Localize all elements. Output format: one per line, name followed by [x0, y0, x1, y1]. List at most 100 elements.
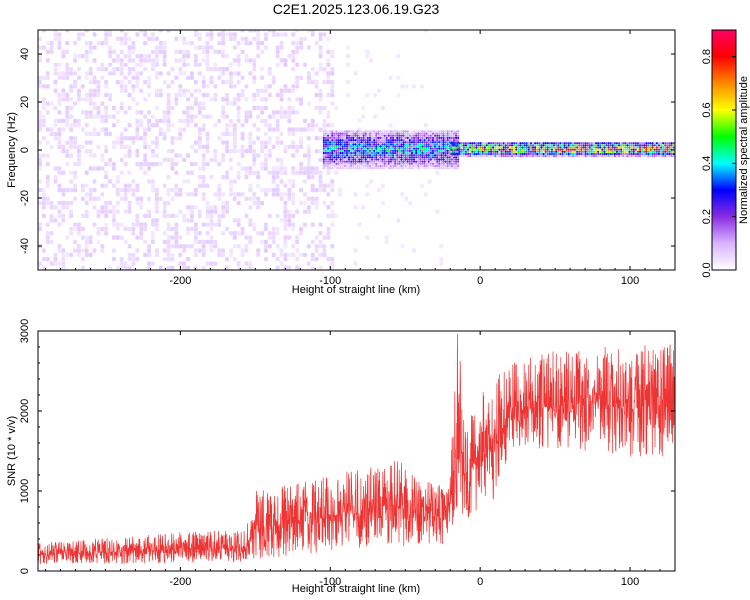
- spectrogram-cell: [49, 231, 54, 236]
- spectrogram-cell: [166, 192, 171, 197]
- snr-y-label: SNR (10 * v/v): [6, 416, 18, 486]
- spectrogram-cell: [383, 151, 386, 155]
- spectrogram-cell: [481, 152, 484, 156]
- spectrogram-cell: [460, 146, 463, 149]
- spectrogram-cell: [413, 151, 416, 155]
- spectrogram-cell: [567, 144, 570, 147]
- spectrogram-cell: [306, 209, 311, 214]
- spectrogram-cell: [166, 110, 171, 115]
- spectrogram-cell: [404, 145, 407, 148]
- spectrogram-cell: [571, 150, 574, 153]
- spectrogram-cell: [339, 151, 342, 155]
- spectrogram-cell: [389, 130, 392, 133]
- spectrogram-cell: [104, 170, 109, 175]
- spectrogram-cell: [343, 162, 346, 165]
- spectrogram-cell: [624, 148, 627, 151]
- spectrogram-cell: [660, 144, 663, 147]
- spectrogram-cell: [586, 148, 589, 151]
- spectrogram-cell: [197, 110, 202, 115]
- spectrogram-cell: [500, 155, 503, 158]
- spectrogram-cell: [143, 252, 148, 257]
- spectrogram-cell: [57, 45, 62, 50]
- spectrogram-cell: [438, 154, 441, 157]
- spectrogram-cell: [396, 92, 401, 98]
- spectrogram-cell: [119, 88, 124, 93]
- spectrogram-cell: [475, 142, 478, 145]
- spectrogram-cell: [379, 158, 382, 161]
- spectrogram-cell: [452, 155, 455, 158]
- spectrogram-cell: [135, 149, 140, 154]
- spectrogram-cell: [662, 155, 665, 158]
- spectrogram-cell: [438, 130, 441, 133]
- spectrogram-cell: [151, 222, 155, 227]
- x-tick-label: 0: [477, 576, 483, 588]
- spectrogram-cell: [565, 150, 568, 153]
- spectrogram-cell: [139, 30, 144, 33]
- spectrogram-cell: [385, 156, 388, 159]
- spectrogram-cell: [440, 156, 443, 159]
- spectrogram-cell: [182, 248, 187, 253]
- spectrogram-cell: [630, 148, 633, 151]
- spectrogram-cell: [415, 156, 418, 159]
- spectrogram-cell: [473, 142, 476, 145]
- spectrogram-cell: [96, 79, 101, 85]
- spectrogram-cell: [193, 79, 198, 85]
- spectrogram-cell: [244, 36, 249, 41]
- spectrogram-cell: [166, 149, 171, 154]
- spectrogram-cell: [229, 187, 233, 193]
- spectrogram-cell: [92, 58, 97, 63]
- spectrogram-cell: [299, 136, 303, 141]
- spectrogram-cell: [555, 155, 558, 158]
- spectrogram-cell: [264, 162, 268, 167]
- spectrogram-cell: [544, 146, 547, 149]
- spectrogram-cell: [248, 170, 253, 175]
- spectrogram-cell: [419, 130, 422, 133]
- spectrogram-cell: [57, 110, 62, 115]
- spectrogram-cell: [364, 139, 367, 142]
- spectrogram-cell: [264, 118, 268, 124]
- spectrogram-cell: [221, 54, 226, 59]
- spectrogram-cell: [314, 257, 319, 262]
- spectrogram-cell: [450, 162, 453, 165]
- spectrogram-cell: [41, 118, 46, 124]
- spectrogram-cell: [291, 49, 296, 54]
- spectrogram-cell: [371, 136, 374, 139]
- spectrogram-cell: [371, 149, 374, 152]
- spectrogram-cell: [373, 151, 376, 155]
- spectrogram-cell: [256, 54, 261, 59]
- spectrogram-cell: [174, 58, 179, 63]
- spectrogram-cell: [201, 114, 206, 119]
- spectrogram-cell: [352, 167, 355, 170]
- spectrogram-cell: [190, 114, 194, 119]
- spectrogram-cell: [384, 235, 389, 240]
- spectrogram-cell: [197, 166, 202, 171]
- spectrogram-cell: [557, 146, 560, 149]
- spectrogram-cell: [178, 192, 183, 197]
- spectrogram-cell: [205, 49, 210, 54]
- spectrogram-cell: [275, 170, 280, 175]
- spectrogram-cell: [322, 248, 327, 253]
- spectrogram-cell: [345, 92, 350, 98]
- spectrogram-cell: [147, 127, 151, 132]
- spectrogram-cell: [434, 136, 437, 139]
- spectrogram-cell: [394, 160, 397, 163]
- spectrogram-cell: [588, 148, 591, 151]
- spectrogram-cell: [515, 144, 518, 147]
- spectrogram-cell: [256, 45, 261, 50]
- spectrogram-cell: [375, 156, 378, 159]
- spectrogram-cell: [651, 142, 654, 145]
- spectrogram-cell: [123, 41, 128, 46]
- spectrogram-cell: [283, 200, 288, 206]
- spectrogram-cell: [131, 49, 136, 54]
- spectrogram-cell: [502, 152, 505, 156]
- spectrogram-cell: [119, 235, 124, 240]
- spectrogram-cell: [147, 252, 151, 257]
- spectrogram-cell: [327, 130, 330, 133]
- spectrogram-cell: [413, 134, 416, 137]
- spectrogram-cell: [158, 41, 163, 46]
- spectrogram-cell: [324, 143, 327, 146]
- spectrogram-cell: [329, 158, 332, 161]
- spectrogram-cell: [383, 147, 386, 150]
- spectrogram-cell: [580, 150, 583, 153]
- spectrogram-cell: [521, 150, 524, 153]
